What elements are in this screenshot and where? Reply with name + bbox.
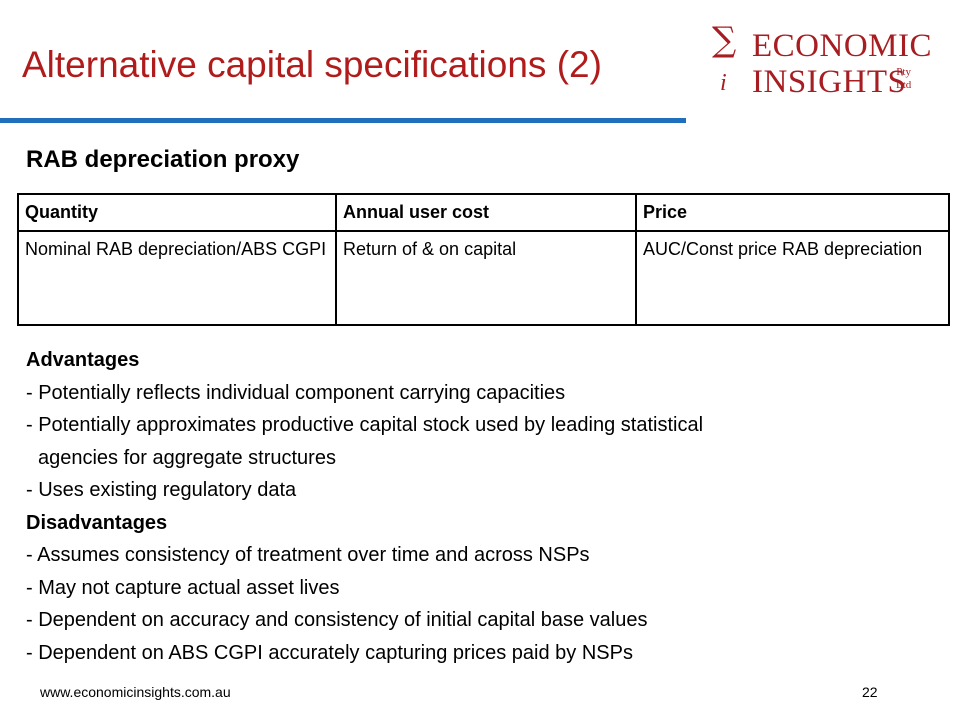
logo-subscript: i	[720, 70, 727, 96]
logo-suffix: Pty Ltd	[896, 66, 911, 92]
logo-line2: INSIGHTS	[752, 64, 907, 100]
list-item: - May not capture actual asset lives	[26, 576, 340, 599]
pros-cons-list: Advantages - Potentially reflects indivi…	[26, 344, 703, 669]
specification-table: Quantity Annual user cost Price Nominal …	[17, 193, 950, 326]
list-item: - Potentially approximates productive ca…	[26, 414, 704, 436]
header-quantity: Quantity	[17, 193, 337, 232]
cell-annual-user-cost: Return of & on capital	[335, 230, 637, 326]
list-item: - Uses existing regulatory data	[26, 479, 297, 501]
slide-subtitle: RAB depreciation proxy	[26, 146, 300, 173]
page-number: 22	[862, 684, 878, 700]
slide-title: Alternative capital specifications (2)	[22, 44, 602, 85]
advantages-heading: Advantages	[26, 349, 140, 371]
header-annual-user-cost: Annual user cost	[335, 193, 637, 232]
footer-url[interactable]: www.economicinsights.com.au	[40, 684, 231, 700]
list-item: - Dependent on accuracy and consistency …	[26, 609, 648, 631]
table-header-row: Quantity Annual user cost Price	[17, 193, 950, 232]
cell-quantity: Nominal RAB depreciation/ABS CGPI	[17, 230, 337, 326]
header-price: Price	[635, 193, 950, 232]
list-item: - Assumes consistency of treatment over …	[26, 544, 590, 566]
economic-insights-logo: ∑ i ECONOMIC INSIGHTS Pty Ltd	[712, 20, 942, 106]
table-row: Nominal RAB depreciation/ABS CGPI Return…	[17, 230, 950, 326]
logo-suffix-top: Pty	[896, 66, 911, 78]
title-underline	[0, 118, 686, 123]
logo-line1: ECONOMIC	[752, 28, 933, 64]
list-item: - Dependent on ABS CGPI accurately captu…	[26, 641, 633, 664]
list-item: agencies for aggregate structures	[38, 446, 336, 469]
list-item: - Potentially reflects individual compon…	[26, 381, 566, 404]
disadvantages-heading: Disadvantages	[26, 511, 168, 534]
cell-price: AUC/Const price RAB depreciation	[635, 230, 950, 326]
sigma-icon: ∑	[712, 20, 737, 60]
logo-suffix-bottom: Ltd	[896, 79, 912, 91]
